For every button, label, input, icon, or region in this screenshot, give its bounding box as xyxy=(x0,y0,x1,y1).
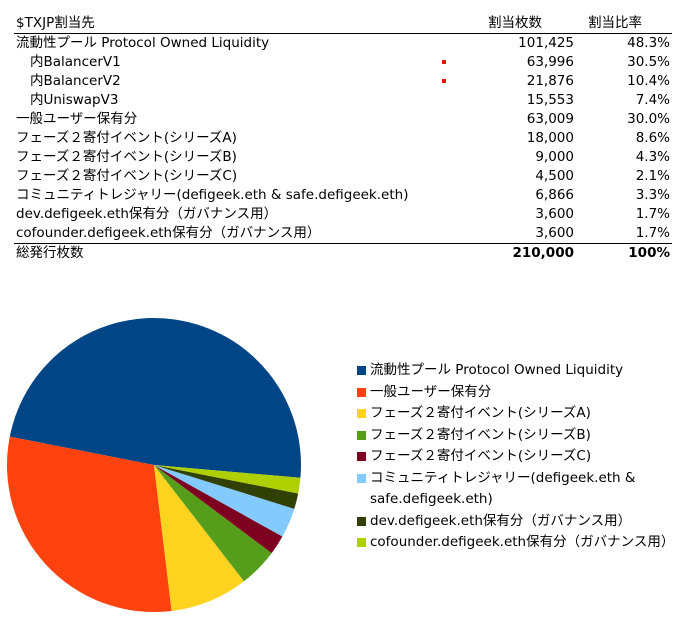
row-label: 内BalancerV2 xyxy=(30,73,121,89)
row-label: 一般ユーザー保有分 xyxy=(16,111,138,127)
legend-label: dev.defigeek.eth保有分（ガバナンス用） xyxy=(370,512,632,529)
comment-marker xyxy=(442,60,446,64)
comment-marker xyxy=(442,79,446,83)
allocation-table: $TXJP割当先 割当枚数 割当比率 流動性プール Protocol Owned… xyxy=(14,14,672,263)
legend-swatch xyxy=(357,430,366,440)
table-row: 流動性プール Protocol Owned Liquidity 101,425 48… xyxy=(14,34,672,53)
row-ratio: 48.3% xyxy=(627,35,670,51)
total-count: 210,000 xyxy=(512,245,575,261)
row-ratio: 1.7% xyxy=(635,225,670,241)
legend-item: フェーズ２寄付イベント(シリーズC) xyxy=(357,446,677,468)
row-count: 3,600 xyxy=(535,225,574,241)
legend-swatch xyxy=(357,387,366,397)
legend-label: 流動性プール Protocol Owned Liquidity xyxy=(370,362,624,378)
pie-slice xyxy=(154,465,283,554)
pie-slice xyxy=(154,465,295,537)
row-ratio: 3.3% xyxy=(635,187,670,203)
table-row: cofounder.defigeek.eth保有分（ガバナンス用） 3,600 1.… xyxy=(14,224,672,243)
row-label: 内BalancerV1 xyxy=(30,54,121,70)
legend-label: コミュニティトレジャリー(defigeek.eth & safe.defigee… xyxy=(370,469,636,508)
row-count: 3,600 xyxy=(535,206,574,222)
table-header-row: $TXJP割当先 割当枚数 割当比率 xyxy=(14,14,672,34)
table-row: フェーズ２寄付イベント(シリーズC) 4,500 2.1% xyxy=(14,167,672,186)
legend-swatch xyxy=(357,366,366,375)
header-label: $TXJP割当先 xyxy=(16,15,95,31)
total-label: 総発行枚数 xyxy=(16,245,84,261)
row-count: 18,000 xyxy=(526,130,574,146)
legend-item: フェーズ２寄付イベント(シリーズA) xyxy=(357,403,677,425)
row-label: dev.defigeek.eth保有分（ガバナンス用） xyxy=(16,206,278,222)
row-ratio: 30.0% xyxy=(627,111,670,127)
legend-label: cofounder.defigeek.eth保有分（ガバナンス用） xyxy=(370,534,675,550)
table-row: フェーズ２寄付イベント(シリーズA) 18,000 8.6% xyxy=(14,129,672,148)
legend-item: 一般ユーザー保有分 xyxy=(357,382,677,404)
header-ratio: 割当比率 xyxy=(588,15,642,31)
row-label: コミュニティトレジャリー(defigeek.eth & safe.defigee… xyxy=(16,187,409,203)
table-row: 内BalancerV2 21,876 10.4% xyxy=(14,72,672,91)
legend-item: フェーズ２寄付イベント(シリーズB) xyxy=(357,425,677,447)
row-count: 6,866 xyxy=(535,187,574,203)
table-row: フェーズ２寄付イベント(シリーズB) 9,000 4.3% xyxy=(14,148,672,167)
table-total-row: 総発行枚数 210,000 100% xyxy=(14,243,672,263)
legend-item: cofounder.defigeek.eth保有分（ガバナンス用） xyxy=(357,532,677,554)
row-ratio: 30.5% xyxy=(627,54,670,70)
row-label: 流動性プール Protocol Owned Liquidity xyxy=(16,35,270,51)
table-row: 一般ユーザー保有分 63,009 30.0% xyxy=(14,110,672,129)
pie-slice xyxy=(154,465,244,611)
pie-slice xyxy=(7,436,172,612)
legend-swatch xyxy=(357,409,366,418)
legend-label: フェーズ２寄付イベント(シリーズA) xyxy=(370,405,591,421)
legend-item: 流動性プール Protocol Owned Liquidity xyxy=(357,360,677,382)
legend-swatch xyxy=(357,452,366,461)
row-label: 内UniswapV3 xyxy=(30,92,119,108)
row-ratio: 2.1% xyxy=(635,168,670,184)
row-label: cofounder.defigeek.eth保有分（ガバナンス用） xyxy=(16,225,321,241)
row-count: 101,425 xyxy=(518,35,574,51)
table-row: コミュニティトレジャリー(defigeek.eth & safe.defigee… xyxy=(14,186,672,205)
row-count: 9,000 xyxy=(535,149,574,165)
row-label: フェーズ２寄付イベント(シリーズA) xyxy=(16,130,237,146)
row-ratio: 4.3% xyxy=(635,149,670,165)
legend-swatch xyxy=(357,538,366,547)
row-label: フェーズ２寄付イベント(シリーズB) xyxy=(16,149,237,165)
pie-slice xyxy=(9,318,302,478)
table-row: 内BalancerV1 63,996 30.5% xyxy=(14,53,672,72)
table-row: 内UniswapV3 15,553 7.4% xyxy=(14,91,672,110)
pie-slice xyxy=(154,465,301,494)
legend-item: コミュニティトレジャリー(defigeek.eth & safe.defigee… xyxy=(357,468,677,511)
row-ratio: 10.4% xyxy=(627,73,670,89)
row-ratio: 7.4% xyxy=(635,92,670,108)
legend-swatch xyxy=(357,516,366,526)
table-row: dev.defigeek.eth保有分（ガバナンス用） 3,600 1.7% xyxy=(14,205,672,224)
legend-item: dev.defigeek.eth保有分（ガバナンス用） xyxy=(357,511,677,533)
pie-slice xyxy=(154,465,272,582)
table-body: 流動性プール Protocol Owned Liquidity 101,425 48… xyxy=(14,34,672,243)
row-label: フェーズ２寄付イベント(シリーズC) xyxy=(16,168,238,184)
row-ratio: 8.6% xyxy=(635,130,670,146)
row-ratio: 1.7% xyxy=(635,206,670,222)
pie-slice xyxy=(154,465,299,509)
row-count: 4,500 xyxy=(535,168,574,184)
chart-legend: 流動性プール Protocol Owned Liquidity 一般ユーザー保有分… xyxy=(357,360,677,554)
header-count: 割当枚数 xyxy=(488,15,542,31)
row-count: 63,996 xyxy=(526,54,574,70)
legend-label: フェーズ２寄付イベント(シリーズC) xyxy=(370,448,592,464)
legend-label: 一般ユーザー保有分 xyxy=(370,383,492,400)
row-count: 21,876 xyxy=(526,73,574,89)
legend-label: フェーズ２寄付イベント(シリーズB) xyxy=(370,426,591,443)
pie-chart xyxy=(7,318,302,612)
legend-swatch xyxy=(357,473,366,483)
row-count: 63,009 xyxy=(526,111,574,127)
row-count: 15,553 xyxy=(526,92,574,108)
total-ratio: 100% xyxy=(628,245,670,261)
